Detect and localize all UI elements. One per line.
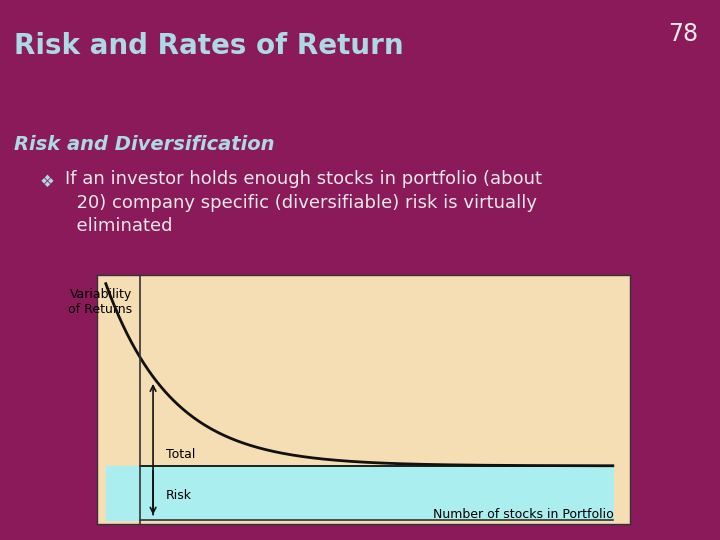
Text: Risk and Diversification: Risk and Diversification bbox=[14, 135, 275, 154]
Text: Number of stocks in Portfolio: Number of stocks in Portfolio bbox=[433, 508, 614, 521]
Text: Total: Total bbox=[166, 448, 195, 461]
Text: 78: 78 bbox=[668, 22, 698, 45]
Text: ❖: ❖ bbox=[40, 173, 55, 191]
Text: If an investor holds enough stocks in portfolio (about
  20) company specific (d: If an investor holds enough stocks in po… bbox=[65, 170, 541, 235]
Text: Risk: Risk bbox=[166, 489, 192, 502]
Text: Risk and Rates of Return: Risk and Rates of Return bbox=[14, 32, 404, 60]
Text: Variability
of Returns: Variability of Returns bbox=[68, 288, 132, 316]
